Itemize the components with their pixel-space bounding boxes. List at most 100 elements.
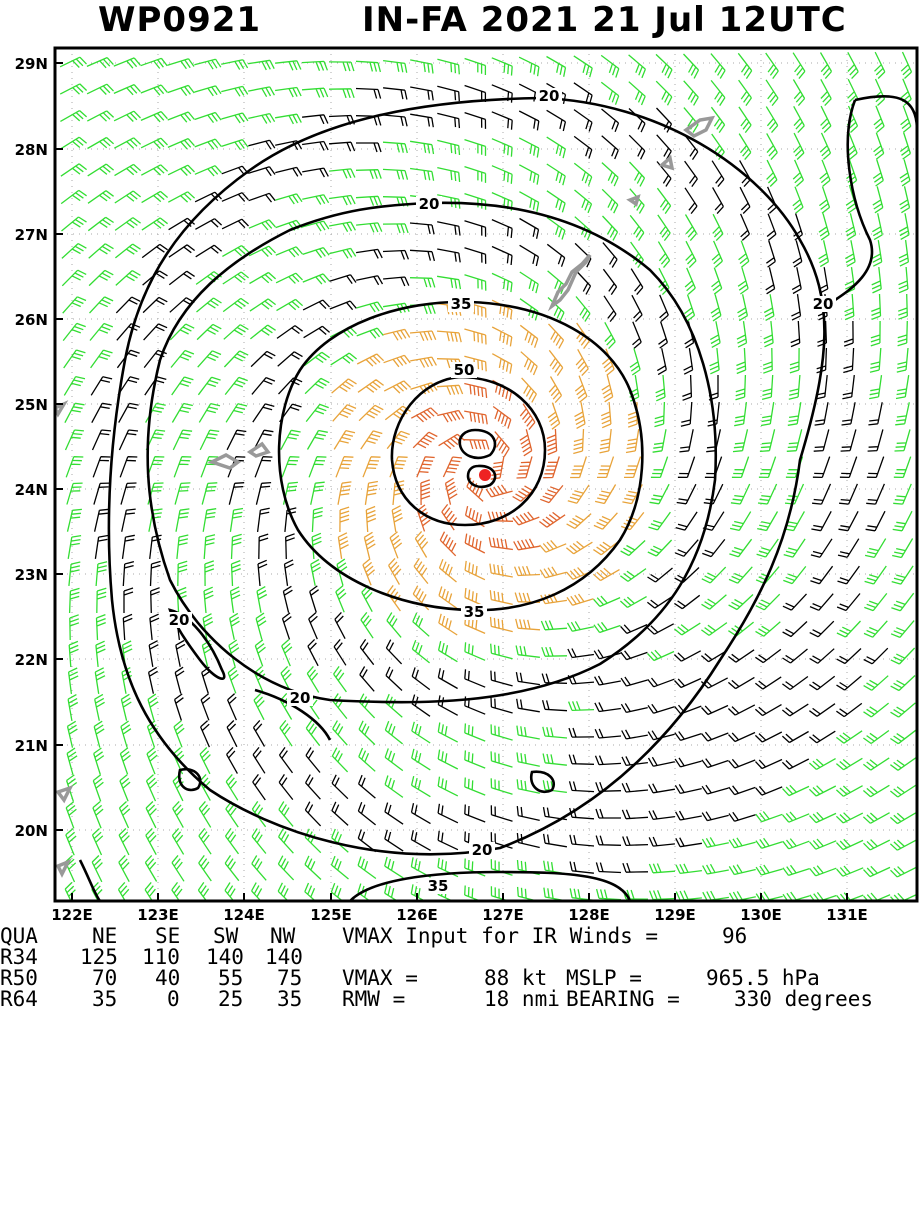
- lat-label-24n: 24N: [15, 481, 48, 499]
- wind-barb: [282, 481, 298, 505]
- wind-barb: [356, 327, 384, 339]
- wind-barb: [846, 159, 858, 187]
- wind-barb: [516, 752, 540, 767]
- wind-barb: [281, 456, 300, 478]
- wind-barb: [546, 190, 566, 213]
- wind-barb: [515, 671, 540, 686]
- wind-barb: [868, 402, 883, 426]
- contour-label-35-north: 35: [451, 295, 472, 313]
- wind-barb: [569, 834, 595, 847]
- wind-barb: [144, 854, 158, 882]
- wind-barb: [684, 187, 698, 215]
- contour-small-east: [529, 770, 555, 793]
- wind-barb: [201, 482, 218, 505]
- wind-barb: [656, 348, 667, 376]
- wind-barb: [519, 244, 540, 267]
- wind-barb: [593, 621, 621, 634]
- wind-barb: [516, 698, 540, 713]
- wind-barb: [659, 294, 669, 322]
- wind-barb: [339, 506, 350, 533]
- wind-barb: [765, 79, 779, 107]
- wind-barb: [541, 646, 568, 657]
- wind-barb: [437, 166, 461, 182]
- wind-barb: [197, 376, 221, 396]
- wind-barb: [648, 783, 676, 794]
- wind-barb: [620, 540, 646, 557]
- wind-barb: [277, 882, 289, 901]
- wind-barb: [676, 483, 697, 505]
- wind-barb: [573, 135, 593, 159]
- wind-barb: [819, 159, 831, 187]
- wind-barb: [195, 218, 223, 230]
- wind-barb: [889, 811, 917, 825]
- wind-barb: [845, 213, 857, 241]
- wind-barb: [518, 110, 540, 131]
- wind-barb: [275, 86, 302, 98]
- wind-barb: [420, 479, 431, 506]
- wind-barb: [356, 275, 384, 286]
- wind-barb: [757, 511, 779, 532]
- wind-barb: [442, 456, 463, 478]
- wind-barb: [221, 112, 249, 124]
- contour-eye: [466, 464, 497, 489]
- quadrant-header-label: QUA: [0, 924, 38, 948]
- wind-barb: [847, 51, 859, 80]
- wind-barb: [357, 801, 377, 826]
- contour-south-west-arm: [78, 688, 332, 901]
- wind-barb: [251, 855, 267, 881]
- wind-barb: [412, 612, 430, 637]
- wind-barb: [546, 109, 567, 132]
- wind-barb: [683, 348, 694, 375]
- wind-barb: [728, 864, 756, 876]
- wind-barb: [387, 585, 401, 612]
- wind-barb: [728, 649, 755, 663]
- lon-label-130e: 130E: [740, 906, 782, 924]
- wind-barb: [808, 758, 836, 770]
- wind-barb: [120, 482, 137, 505]
- wind-barb: [410, 407, 439, 423]
- wind-barb: [594, 675, 621, 686]
- wind-barb: [873, 78, 886, 106]
- wind-barb: [547, 402, 561, 430]
- wind-barb: [330, 882, 344, 901]
- r34-se: 110: [142, 945, 180, 969]
- wind-barb: [519, 271, 539, 294]
- wind-barb: [842, 375, 855, 400]
- wind-barb: [702, 538, 726, 558]
- wind-barb: [194, 138, 222, 150]
- wind-barb: [224, 882, 236, 901]
- wind-barb: [118, 854, 130, 883]
- wind-barb: [782, 784, 810, 797]
- wind-barb: [652, 429, 667, 453]
- wind-barb: [147, 666, 158, 694]
- wind-barb: [890, 757, 917, 771]
- wind-barb: [844, 293, 855, 321]
- wind-barb: [167, 58, 195, 70]
- wind-barb: [864, 592, 888, 612]
- wind-barb: [357, 856, 377, 880]
- wind-barb: [145, 429, 166, 451]
- wind-barb: [597, 456, 615, 479]
- wind-barb: [490, 724, 513, 741]
- wind-barb: [619, 596, 647, 608]
- wind-barb: [119, 774, 131, 802]
- wind-barb: [782, 838, 810, 850]
- wind-barb: [195, 271, 222, 285]
- wind-barb: [899, 159, 911, 187]
- yaeyama-island-outline: [207, 441, 271, 470]
- mslp-label: MSLP =: [566, 966, 642, 990]
- wind-barb: [357, 883, 371, 901]
- lon-label-124e: 124E: [223, 906, 265, 924]
- wind-barb: [276, 325, 303, 339]
- wind-barb: [837, 538, 860, 558]
- wind-barb: [602, 215, 619, 241]
- wind-barb: [701, 704, 729, 716]
- wind-barb: [331, 747, 349, 773]
- wind-barb: [61, 269, 87, 287]
- wind-barb: [251, 376, 276, 395]
- wind-barb: [464, 165, 487, 183]
- wind-barb: [331, 774, 349, 800]
- wind-barb: [836, 620, 861, 638]
- wind-barb: [629, 214, 645, 241]
- wind-barb: [863, 865, 891, 878]
